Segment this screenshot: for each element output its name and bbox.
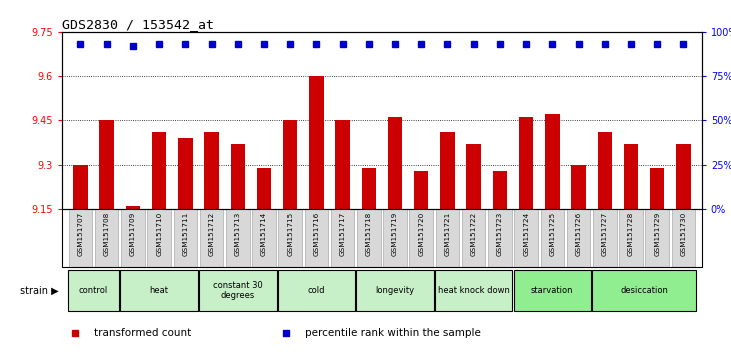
Bar — [199, 270, 276, 311]
Bar — [336, 120, 350, 209]
Text: heat knock down: heat knock down — [438, 286, 510, 295]
Text: GSM151723: GSM151723 — [497, 212, 503, 256]
Bar — [99, 120, 114, 209]
Bar — [519, 118, 534, 209]
Bar — [230, 144, 245, 209]
Text: GSM151709: GSM151709 — [130, 212, 136, 256]
Text: GSM151712: GSM151712 — [208, 212, 215, 256]
Bar — [305, 209, 328, 267]
Bar — [95, 209, 118, 267]
Bar — [493, 171, 507, 209]
Bar — [383, 209, 407, 267]
Text: GSM151715: GSM151715 — [287, 212, 293, 256]
Bar — [356, 270, 434, 311]
Bar — [148, 209, 171, 267]
Bar — [597, 132, 612, 209]
Bar — [650, 167, 664, 209]
Bar — [226, 209, 249, 267]
Bar — [436, 209, 459, 267]
Text: GSM151707: GSM151707 — [77, 212, 83, 256]
Bar — [462, 209, 485, 267]
Bar — [409, 209, 433, 267]
Bar — [593, 209, 616, 267]
Text: GSM151722: GSM151722 — [471, 212, 477, 256]
Bar — [362, 167, 376, 209]
Bar — [466, 144, 481, 209]
Bar — [645, 209, 669, 267]
Bar — [257, 167, 271, 209]
Text: constant 30
degrees: constant 30 degrees — [213, 281, 262, 300]
Bar — [435, 270, 512, 311]
Text: desiccation: desiccation — [620, 286, 668, 295]
Bar — [672, 209, 695, 267]
Bar — [357, 209, 381, 267]
Bar — [283, 120, 298, 209]
Text: GSM151717: GSM151717 — [340, 212, 346, 256]
Bar — [121, 209, 145, 267]
Text: GSM151720: GSM151720 — [418, 212, 424, 256]
Text: GSM151714: GSM151714 — [261, 212, 267, 256]
Bar — [278, 270, 355, 311]
Bar — [73, 165, 88, 209]
Bar — [515, 209, 538, 267]
Text: GSM151716: GSM151716 — [314, 212, 319, 256]
Bar — [676, 144, 691, 209]
Text: GSM151719: GSM151719 — [392, 212, 398, 256]
Bar — [440, 132, 455, 209]
Bar — [331, 209, 355, 267]
Text: transformed count: transformed count — [94, 328, 192, 338]
Text: GSM151713: GSM151713 — [235, 212, 240, 256]
Text: percentile rank within the sample: percentile rank within the sample — [306, 328, 481, 338]
Bar — [592, 270, 696, 311]
Text: GSM151724: GSM151724 — [523, 212, 529, 256]
Bar — [205, 132, 219, 209]
Bar — [619, 209, 643, 267]
Text: GSM151727: GSM151727 — [602, 212, 607, 256]
Bar — [572, 165, 586, 209]
Text: control: control — [79, 286, 108, 295]
Bar — [540, 209, 564, 267]
Text: strain ▶: strain ▶ — [20, 285, 58, 295]
Text: GSM151726: GSM151726 — [575, 212, 582, 256]
Text: GSM151711: GSM151711 — [182, 212, 189, 256]
Text: heat: heat — [150, 286, 169, 295]
Text: GSM151729: GSM151729 — [654, 212, 660, 256]
Text: cold: cold — [308, 286, 325, 295]
Bar — [414, 171, 428, 209]
Text: GDS2830 / 153542_at: GDS2830 / 153542_at — [62, 18, 214, 31]
Bar — [488, 209, 512, 267]
Bar — [173, 209, 197, 267]
Bar — [126, 206, 140, 209]
Text: GSM151725: GSM151725 — [549, 212, 556, 256]
Bar — [200, 209, 224, 267]
Bar — [69, 209, 92, 267]
Bar — [545, 114, 559, 209]
Text: GSM151718: GSM151718 — [366, 212, 372, 256]
Bar — [514, 270, 591, 311]
Text: longevity: longevity — [376, 286, 414, 295]
Bar — [624, 144, 638, 209]
Bar — [178, 138, 192, 209]
Bar — [152, 132, 167, 209]
Bar — [252, 209, 276, 267]
Text: GSM151708: GSM151708 — [104, 212, 110, 256]
Text: GSM151730: GSM151730 — [681, 212, 686, 256]
Bar — [68, 270, 119, 311]
Bar — [121, 270, 198, 311]
Text: GSM151710: GSM151710 — [156, 212, 162, 256]
Bar — [279, 209, 302, 267]
Bar — [388, 118, 402, 209]
Text: GSM151728: GSM151728 — [628, 212, 634, 256]
Bar — [309, 76, 324, 209]
Text: starvation: starvation — [531, 286, 574, 295]
Text: GSM151721: GSM151721 — [444, 212, 450, 256]
Bar — [567, 209, 591, 267]
